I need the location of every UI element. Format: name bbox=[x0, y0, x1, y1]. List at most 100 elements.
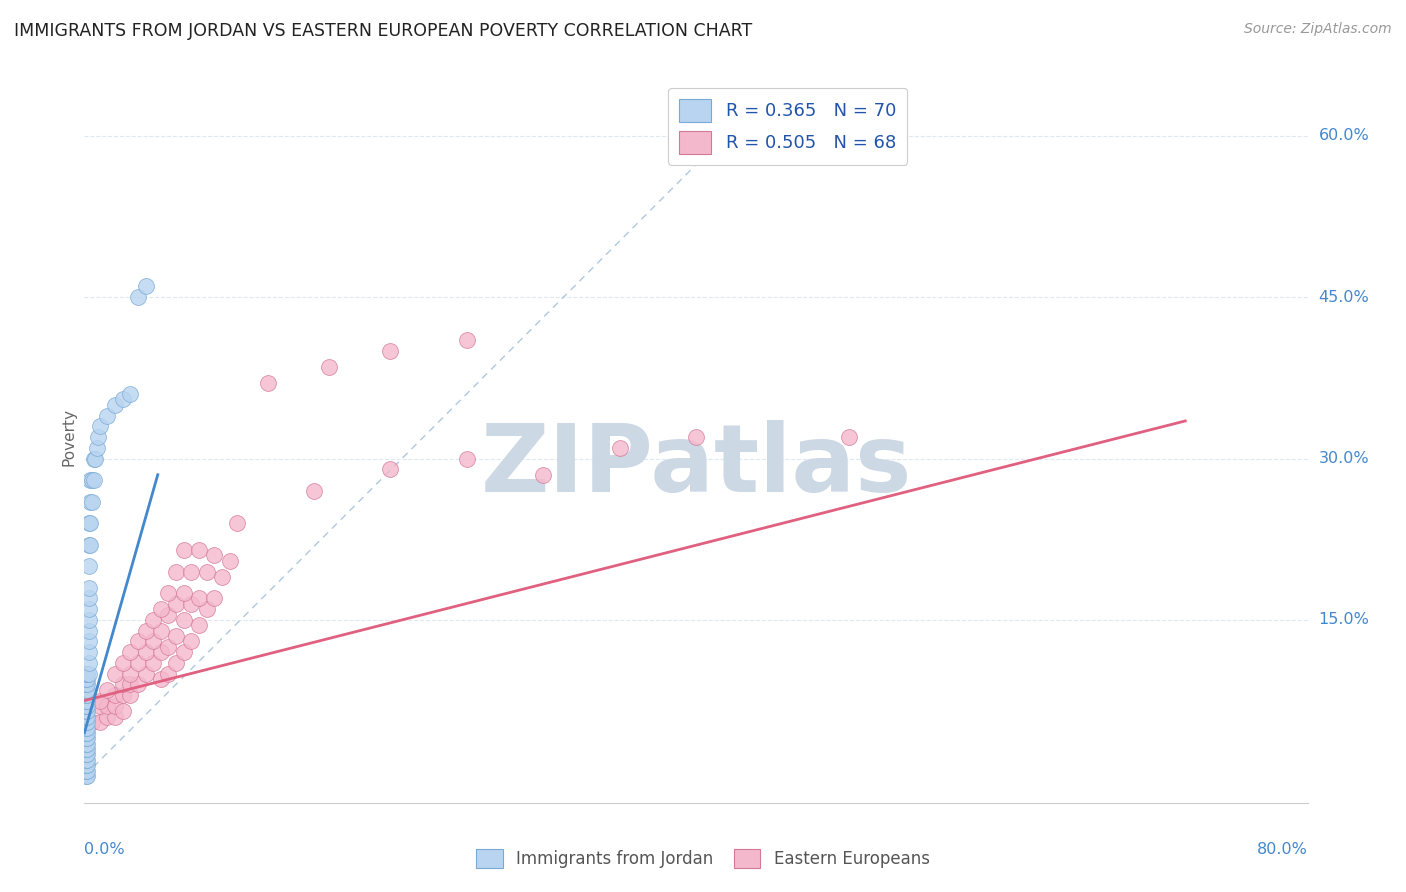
Point bbox=[531, 467, 554, 482]
Point bbox=[142, 613, 165, 627]
Point bbox=[76, 742, 98, 756]
Point bbox=[76, 753, 98, 767]
Point bbox=[135, 666, 157, 681]
Point bbox=[157, 607, 180, 622]
Point bbox=[76, 726, 98, 740]
Point bbox=[75, 672, 97, 686]
Point bbox=[120, 387, 142, 401]
Point bbox=[111, 656, 134, 670]
Point bbox=[302, 483, 325, 498]
Point bbox=[77, 656, 100, 670]
Point bbox=[76, 677, 98, 691]
Point bbox=[75, 666, 97, 681]
Point bbox=[75, 742, 97, 756]
Point bbox=[75, 758, 97, 772]
Point bbox=[211, 570, 233, 584]
Point bbox=[188, 543, 211, 558]
Point bbox=[76, 693, 98, 707]
Point bbox=[75, 737, 97, 751]
Point bbox=[84, 451, 107, 466]
Point bbox=[111, 677, 134, 691]
Point bbox=[188, 591, 211, 606]
Point bbox=[76, 747, 98, 762]
Point bbox=[77, 634, 100, 648]
Point bbox=[86, 441, 108, 455]
Point bbox=[104, 710, 127, 724]
Point bbox=[173, 645, 195, 659]
Point bbox=[77, 613, 100, 627]
Point bbox=[77, 591, 100, 606]
Text: IMMIGRANTS FROM JORDAN VS EASTERN EUROPEAN POVERTY CORRELATION CHART: IMMIGRANTS FROM JORDAN VS EASTERN EUROPE… bbox=[14, 22, 752, 40]
Point bbox=[76, 688, 98, 702]
Point bbox=[77, 538, 100, 552]
Point bbox=[77, 581, 100, 595]
Point bbox=[180, 597, 202, 611]
Point bbox=[380, 462, 402, 476]
Point bbox=[89, 698, 111, 713]
Point bbox=[75, 715, 97, 730]
Point bbox=[80, 473, 103, 487]
Text: 15.0%: 15.0% bbox=[1319, 613, 1369, 627]
Point bbox=[75, 764, 97, 778]
Point bbox=[76, 764, 98, 778]
Point bbox=[76, 672, 98, 686]
Point bbox=[318, 360, 340, 375]
Point bbox=[195, 602, 218, 616]
Point bbox=[76, 682, 98, 697]
Point bbox=[104, 666, 127, 681]
Point bbox=[157, 586, 180, 600]
Point bbox=[96, 682, 118, 697]
Point bbox=[120, 645, 142, 659]
Point bbox=[75, 769, 97, 783]
Point bbox=[76, 698, 98, 713]
Point bbox=[89, 715, 111, 730]
Point bbox=[257, 376, 280, 391]
Point bbox=[76, 769, 98, 783]
Point bbox=[96, 698, 118, 713]
Point bbox=[127, 656, 149, 670]
Point bbox=[79, 538, 101, 552]
Point bbox=[76, 710, 98, 724]
Point bbox=[77, 559, 100, 574]
Point bbox=[135, 624, 157, 638]
Point bbox=[80, 494, 103, 508]
Point bbox=[77, 516, 100, 530]
Point bbox=[127, 677, 149, 691]
Point bbox=[173, 586, 195, 600]
Y-axis label: Poverty: Poverty bbox=[60, 408, 76, 467]
Point bbox=[226, 516, 249, 530]
Point bbox=[120, 688, 142, 702]
Text: 60.0%: 60.0% bbox=[1319, 128, 1369, 144]
Point bbox=[75, 726, 97, 740]
Point bbox=[76, 715, 98, 730]
Point bbox=[104, 398, 127, 412]
Point bbox=[75, 677, 97, 691]
Point bbox=[75, 705, 97, 719]
Point bbox=[75, 710, 97, 724]
Point bbox=[218, 554, 240, 568]
Text: ZIPatlas: ZIPatlas bbox=[481, 420, 911, 512]
Point bbox=[202, 549, 225, 563]
Point bbox=[173, 613, 195, 627]
Point bbox=[111, 392, 134, 407]
Point bbox=[75, 753, 97, 767]
Point bbox=[127, 634, 149, 648]
Legend: R = 0.365   N = 70, R = 0.505   N = 68: R = 0.365 N = 70, R = 0.505 N = 68 bbox=[668, 87, 907, 165]
Point bbox=[120, 666, 142, 681]
Point bbox=[77, 602, 100, 616]
Point bbox=[135, 279, 157, 293]
Point bbox=[180, 565, 202, 579]
Point bbox=[76, 758, 98, 772]
Point bbox=[96, 710, 118, 724]
Point bbox=[127, 290, 149, 304]
Point bbox=[120, 677, 142, 691]
Point bbox=[96, 409, 118, 423]
Point bbox=[142, 656, 165, 670]
Point bbox=[79, 494, 101, 508]
Point bbox=[76, 731, 98, 746]
Point bbox=[149, 672, 172, 686]
Point bbox=[76, 666, 98, 681]
Point bbox=[80, 715, 103, 730]
Point bbox=[173, 543, 195, 558]
Point bbox=[135, 645, 157, 659]
